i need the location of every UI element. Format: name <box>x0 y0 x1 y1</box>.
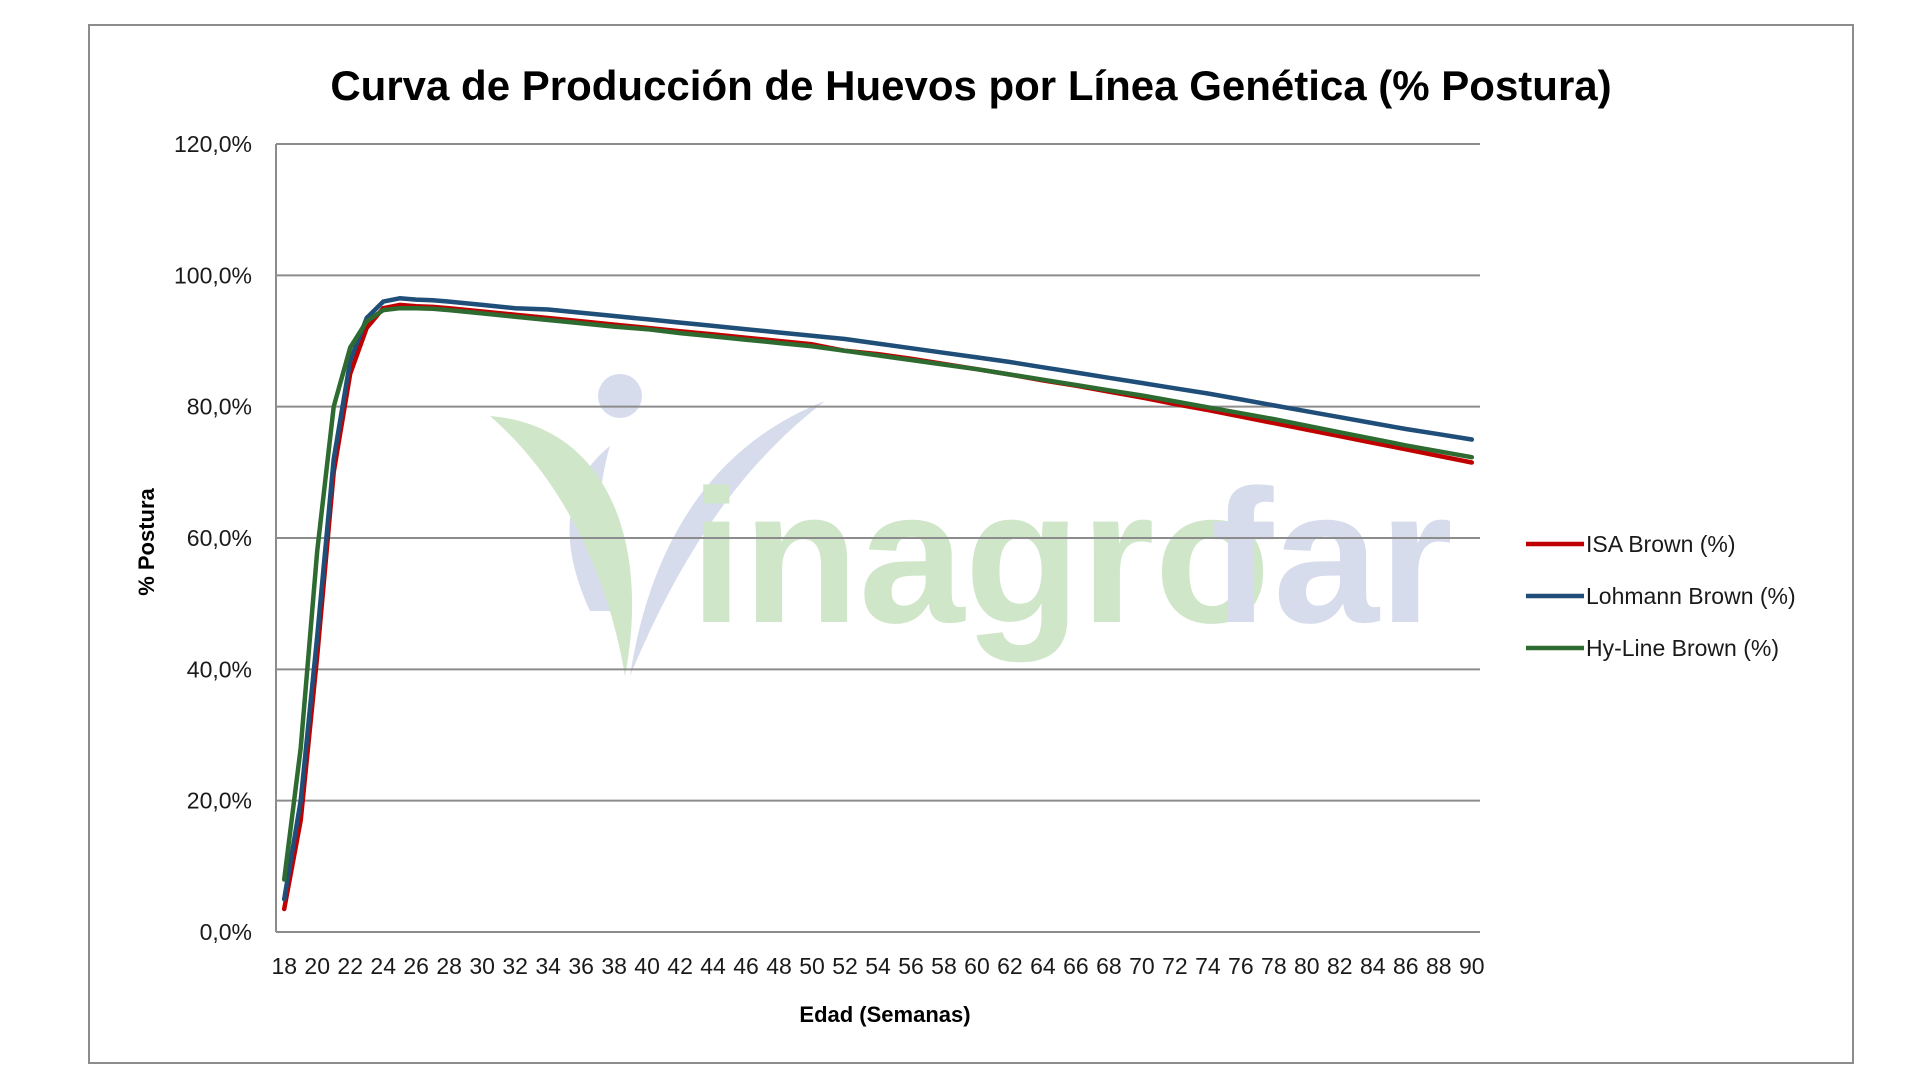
x-tick-label: 50 <box>799 953 825 979</box>
x-tick-label: 22 <box>337 953 363 979</box>
axes <box>275 144 1480 933</box>
x-tick-label: 72 <box>1162 953 1188 979</box>
gridlines <box>276 143 1480 802</box>
watermark-figure-head <box>598 374 642 418</box>
x-tick-label: 52 <box>832 953 858 979</box>
x-tick-label: 32 <box>502 953 528 979</box>
legend-label: ISA Brown (%) <box>1586 531 1736 557</box>
legend-label: Hy-Line Brown (%) <box>1586 635 1779 661</box>
x-tick-label: 40 <box>634 953 660 979</box>
x-tick-label: 56 <box>898 953 924 979</box>
series-line <box>281 296 1475 902</box>
watermark-leaf-green <box>490 416 633 676</box>
y-tick-label: 60,0% <box>187 525 252 551</box>
x-tick-label: 42 <box>667 953 693 979</box>
y-tick-label: 40,0% <box>187 656 252 682</box>
x-tick-label: 54 <box>865 953 891 979</box>
x-tick-label: 46 <box>733 953 759 979</box>
chart-title: Curva de Producción de Huevos por Línea … <box>330 62 1611 109</box>
y-tick-label: 20,0% <box>187 788 252 814</box>
y-axis-title: % Postura <box>134 487 159 595</box>
x-tick-label: 26 <box>403 953 429 979</box>
x-tick-label: 28 <box>436 953 462 979</box>
x-tick-label: 24 <box>370 953 396 979</box>
x-tick-labels: 18 20 22 24 26 28 30 32 34 36 38 40 42 44 46 48 50 52 54 56… <box>271 953 1484 979</box>
x-tick-label: 30 <box>469 953 495 979</box>
x-tick-label: 38 <box>601 953 627 979</box>
x-tick-label: 20 <box>304 953 330 979</box>
x-tick-label: 18 <box>271 953 297 979</box>
y-tick-label: 80,0% <box>187 394 252 420</box>
x-tick-label: 82 <box>1327 953 1353 979</box>
x-tick-label: 36 <box>568 953 594 979</box>
x-tick-label: 34 <box>535 953 561 979</box>
x-tick-label: 48 <box>766 953 792 979</box>
x-tick-label: 80 <box>1294 953 1320 979</box>
series-lines <box>281 296 1475 912</box>
x-tick-label: 62 <box>997 953 1023 979</box>
x-tick-label: 90 <box>1459 953 1485 979</box>
x-tick-label: 74 <box>1195 953 1221 979</box>
watermark-text-far: far <box>1210 451 1453 663</box>
y-tick-labels: 0,0% 20,0% 40,0% 60,0% 80,0% 100,0% 120,0% <box>174 131 252 945</box>
x-tick-label: 44 <box>700 953 726 979</box>
chart-frame: inagro far Curva de Producción de Huevos… <box>88 24 1854 1064</box>
watermark-text-inagro: inagro <box>690 451 1271 663</box>
x-tick-label: 76 <box>1228 953 1254 979</box>
x-tick-label: 70 <box>1129 953 1155 979</box>
line-chart: inagro far Curva de Producción de Huevos… <box>134 62 1796 1027</box>
series-line <box>281 305 1475 882</box>
x-tick-label: 66 <box>1063 953 1089 979</box>
y-tick-label: 120,0% <box>174 131 252 157</box>
legend: ISA Brown (%) Lohmann Brown (%) Hy-Line Br… <box>1526 531 1796 661</box>
x-tick-label: 88 <box>1426 953 1452 979</box>
x-tick-label: 60 <box>964 953 990 979</box>
y-tick-label: 100,0% <box>174 262 252 288</box>
x-tick-label: 58 <box>931 953 957 979</box>
y-tick-label: 0,0% <box>200 919 252 945</box>
legend-label: Lohmann Brown (%) <box>1586 583 1796 609</box>
x-tick-label: 86 <box>1393 953 1419 979</box>
x-tick-label: 68 <box>1096 953 1122 979</box>
x-tick-label: 84 <box>1360 953 1386 979</box>
watermark-logo: inagro far <box>490 374 1453 676</box>
x-axis-title: Edad (Semanas) <box>799 1002 970 1027</box>
x-tick-label: 78 <box>1261 953 1287 979</box>
x-tick-label: 64 <box>1030 953 1056 979</box>
